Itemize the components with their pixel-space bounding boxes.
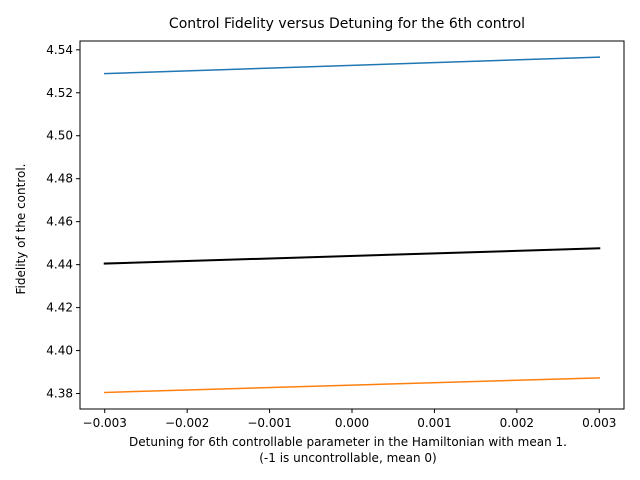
x-tick-label: −0.002 bbox=[165, 416, 209, 430]
series-line-1 bbox=[103, 56, 601, 75]
y-axis-ticks: 4.38 4.40 4.42 4.44 4.46 4.48 4.50 4.52 4.54 bbox=[46, 43, 80, 401]
y-tick-label: 4.38 bbox=[46, 387, 73, 401]
x-tick-label: 0.002 bbox=[500, 416, 534, 430]
x-tick-label: 0.003 bbox=[582, 416, 616, 430]
chart-title: Control Fidelity versus Detuning for the… bbox=[169, 16, 525, 32]
x-tick-label: −0.003 bbox=[83, 416, 127, 430]
y-tick-label: 4.44 bbox=[46, 258, 73, 272]
y-tick-label: 4.50 bbox=[46, 129, 73, 143]
x-axis-label-line2: (-1 is uncontrollable, mean 0) bbox=[259, 451, 436, 465]
y-axis-label: Fidelity of the control. bbox=[14, 164, 28, 295]
y-tick-label: 4.42 bbox=[46, 301, 73, 315]
series-line-3 bbox=[103, 377, 601, 394]
x-tick-label: 0.001 bbox=[417, 416, 451, 430]
y-tick-label: 4.46 bbox=[46, 215, 73, 229]
x-axis-ticks: −0.003 −0.002 −0.001 0.000 0.001 0.002 0.003 bbox=[83, 409, 616, 430]
y-tick-label: 4.48 bbox=[46, 172, 73, 186]
y-tick-label: 4.40 bbox=[46, 344, 73, 358]
x-tick-label: −0.001 bbox=[247, 416, 291, 430]
y-tick-label: 4.52 bbox=[46, 86, 73, 100]
x-axis-label-line1: Detuning for 6th controllable parameter … bbox=[129, 435, 567, 449]
x-tick-label: 0.000 bbox=[335, 416, 369, 430]
series-line-2 bbox=[103, 247, 601, 265]
y-tick-label: 4.54 bbox=[46, 43, 73, 57]
